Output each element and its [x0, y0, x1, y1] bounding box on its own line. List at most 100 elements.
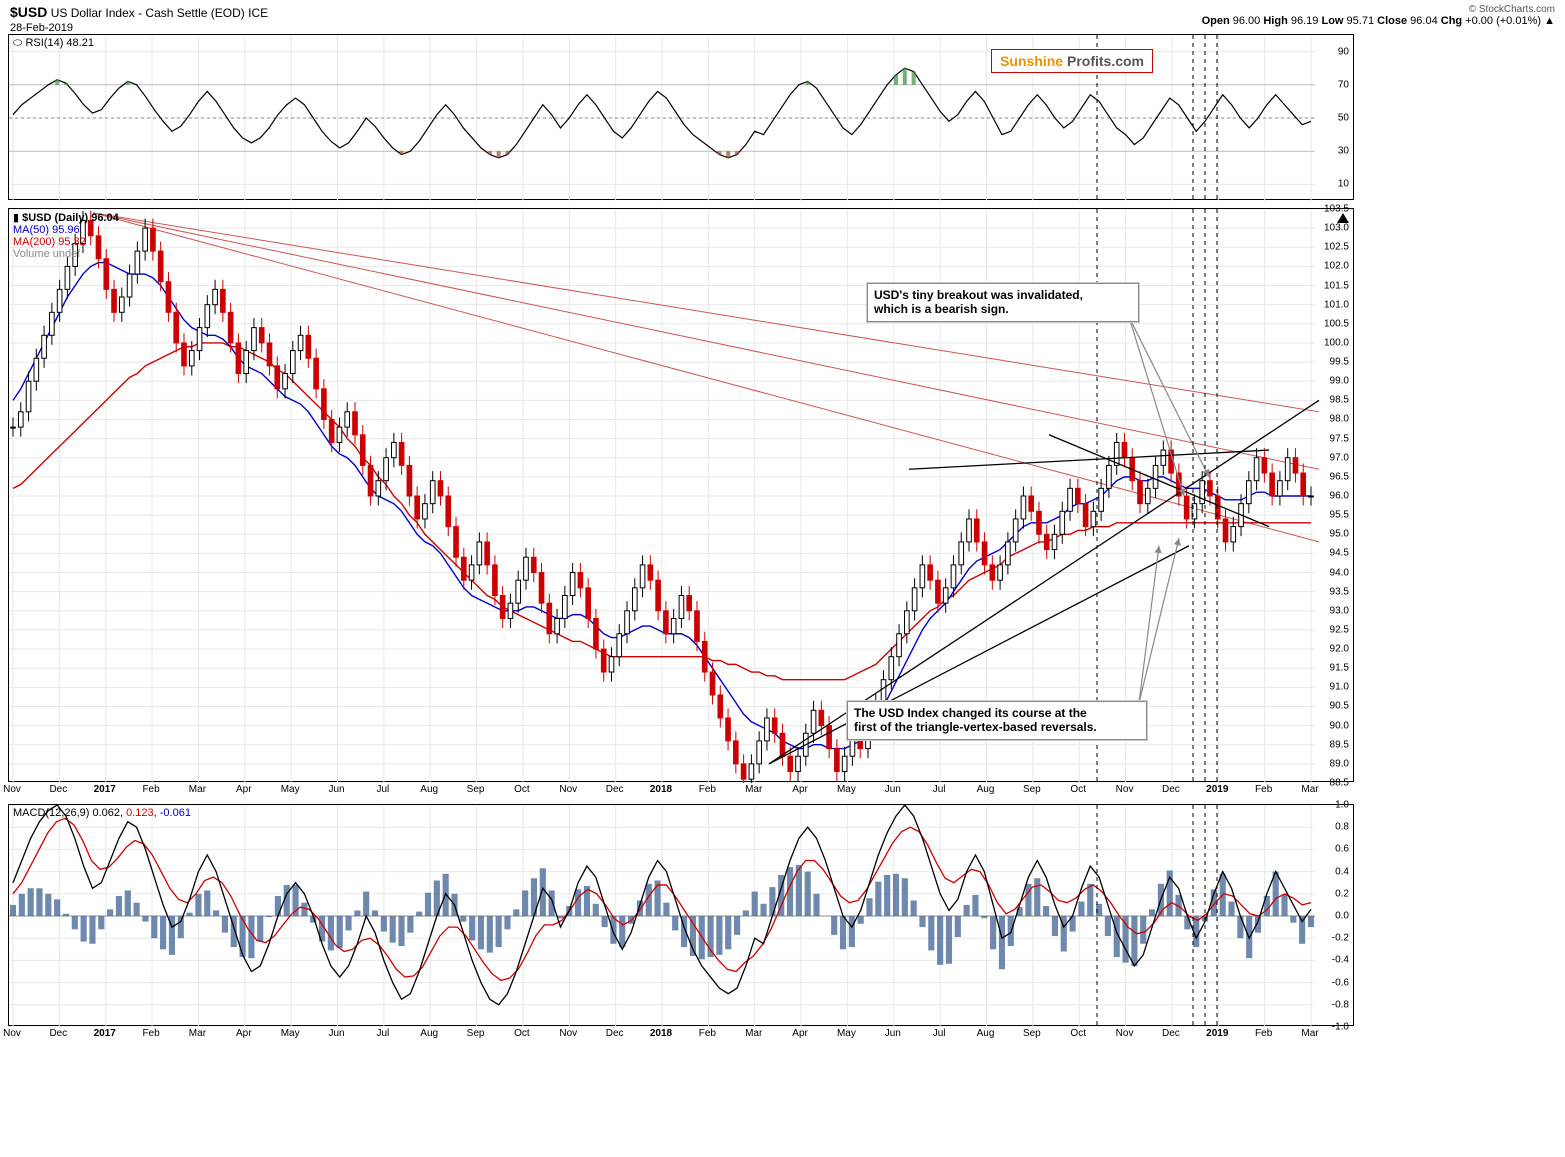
y-tick-label: 0.2 [1335, 888, 1349, 899]
y-tick-label: -0.4 [1332, 955, 1349, 966]
price-y-axis: 88.589.089.590.090.591.091.592.092.593.0… [1315, 209, 1351, 781]
rsi-y-axis: 1030507090 [1315, 35, 1351, 199]
y-tick-label: 1.0 [1335, 800, 1349, 811]
x-tick-label: Nov [1116, 1028, 1134, 1039]
y-tick-label: 89.0 [1330, 758, 1349, 769]
y-tick-label: 101.5 [1324, 280, 1349, 291]
y-tick-label: 94.5 [1330, 548, 1349, 559]
x-tick-label: 2017 [94, 784, 116, 795]
y-tick-label: 91.5 [1330, 663, 1349, 674]
y-tick-label: 89.5 [1330, 739, 1349, 750]
y-tick-label: 0.0 [1335, 911, 1349, 922]
x-tick-label: Apr [792, 784, 808, 795]
y-tick-label: 10 [1338, 179, 1349, 190]
x-axis-lower: NovDec2017FebMarAprMayJunJulAugSepOctNov… [8, 1028, 1314, 1044]
annotation-breakout: USD's tiny breakout was invalidated, whi… [867, 283, 1139, 322]
y-tick-label: 92.0 [1330, 644, 1349, 655]
y-tick-label: 93.0 [1330, 605, 1349, 616]
rsi-chart [9, 35, 1355, 201]
x-tick-label: Feb [699, 784, 716, 795]
y-tick-label: 102.5 [1324, 242, 1349, 253]
x-tick-label: Sep [1023, 784, 1041, 795]
x-tick-label: Dec [606, 784, 624, 795]
x-tick-label: Feb [1255, 1028, 1272, 1039]
x-tick-label: Jun [328, 1028, 344, 1039]
macd-panel: MACD(12,26,9) 0.062, 0.123, -0.061 -1.0-… [8, 804, 1354, 1026]
x-tick-label: Dec [49, 784, 67, 795]
x-tick-label: Jul [376, 1028, 389, 1039]
rsi-panel: ⬭ RSI(14) 48.21 Sunshine Profits.com 103… [8, 34, 1354, 200]
y-tick-label: 101.0 [1324, 299, 1349, 310]
chart-date: 28-Feb-2019 [10, 22, 73, 34]
y-tick-label: -0.6 [1332, 977, 1349, 988]
x-tick-label: Jun [328, 784, 344, 795]
y-tick-label: 96.5 [1330, 471, 1349, 482]
x-tick-label: Jul [933, 784, 946, 795]
x-tick-label: Feb [142, 784, 159, 795]
x-tick-label: Mar [1301, 784, 1318, 795]
source-credit: © StockCharts.com [1202, 4, 1555, 15]
y-tick-label: 100.0 [1324, 337, 1349, 348]
x-tick-label: Oct [1070, 784, 1086, 795]
price-chart [9, 209, 1355, 783]
x-tick-label: Feb [142, 1028, 159, 1039]
annotation-reversal: The USD Index changed its course at the … [847, 701, 1147, 740]
x-tick-label: Dec [49, 1028, 67, 1039]
x-tick-label: Feb [699, 1028, 716, 1039]
x-tick-label: Aug [420, 1028, 438, 1039]
y-tick-label: 103.0 [1324, 223, 1349, 234]
y-tick-label: 99.5 [1330, 357, 1349, 368]
x-tick-label: 2018 [650, 784, 672, 795]
instrument-name: US Dollar Index - Cash Settle (EOD) [51, 6, 245, 20]
macd-y-axis: -1.0-0.8-0.6-0.4-0.20.00.20.40.60.81.0 [1315, 805, 1351, 1025]
y-tick-label: 91.0 [1330, 682, 1349, 693]
x-tick-label: 2018 [650, 1028, 672, 1039]
y-tick-label: 94.0 [1330, 567, 1349, 578]
y-tick-label: 103.5 [1324, 204, 1349, 215]
macd-chart [9, 805, 1355, 1027]
x-tick-label: Aug [977, 784, 995, 795]
y-tick-label: 95.0 [1330, 529, 1349, 540]
watermark-logo: Sunshine Profits.com [991, 49, 1153, 73]
x-tick-label: Nov [3, 784, 21, 795]
y-tick-label: 0.4 [1335, 866, 1349, 877]
y-tick-label: 93.5 [1330, 586, 1349, 597]
x-tick-label: Apr [236, 784, 252, 795]
y-tick-label: -0.2 [1332, 933, 1349, 944]
x-tick-label: May [281, 784, 300, 795]
y-tick-label: 95.5 [1330, 510, 1349, 521]
x-tick-label: Dec [1162, 784, 1180, 795]
x-tick-label: Aug [420, 784, 438, 795]
x-tick-label: Nov [1116, 784, 1134, 795]
y-tick-label: 0.6 [1335, 844, 1349, 855]
y-tick-label: 92.5 [1330, 624, 1349, 635]
y-tick-label: 90 [1338, 46, 1349, 57]
x-tick-label: Mar [745, 784, 762, 795]
x-tick-label: Feb [1255, 784, 1272, 795]
x-tick-label: 2017 [94, 1028, 116, 1039]
x-tick-label: Jul [376, 784, 389, 795]
x-tick-label: Jun [885, 1028, 901, 1039]
y-tick-label: 88.5 [1330, 778, 1349, 789]
y-tick-label: 98.0 [1330, 414, 1349, 425]
y-tick-label: 100.5 [1324, 318, 1349, 329]
y-tick-label: -0.8 [1332, 999, 1349, 1010]
y-tick-label: 99.0 [1330, 376, 1349, 387]
x-tick-label: Sep [467, 1028, 485, 1039]
x-tick-label: Apr [236, 1028, 252, 1039]
header-left: $USD US Dollar Index - Cash Settle (EOD)… [10, 4, 268, 34]
x-tick-label: May [281, 1028, 300, 1039]
x-axis-upper: NovDec2017FebMarAprMayJunJulAugSepOctNov… [8, 784, 1314, 800]
y-tick-label: 0.8 [1335, 822, 1349, 833]
price-panel: ▮ $USD (Daily) 96.04 MA(50) 95.96 MA(200… [8, 208, 1354, 782]
x-tick-label: Mar [189, 1028, 206, 1039]
x-tick-label: Sep [1023, 1028, 1041, 1039]
x-tick-label: Oct [514, 784, 530, 795]
x-tick-label: Dec [606, 1028, 624, 1039]
y-tick-label: -1.0 [1332, 1022, 1349, 1033]
x-tick-label: Aug [977, 1028, 995, 1039]
chart-header: $USD US Dollar Index - Cash Settle (EOD)… [10, 4, 1555, 32]
y-tick-label: 30 [1338, 146, 1349, 157]
ohlc-readout: Open 96.00 High 96.19 Low 95.71 Close 96… [1202, 15, 1555, 27]
x-tick-label: Jun [885, 784, 901, 795]
